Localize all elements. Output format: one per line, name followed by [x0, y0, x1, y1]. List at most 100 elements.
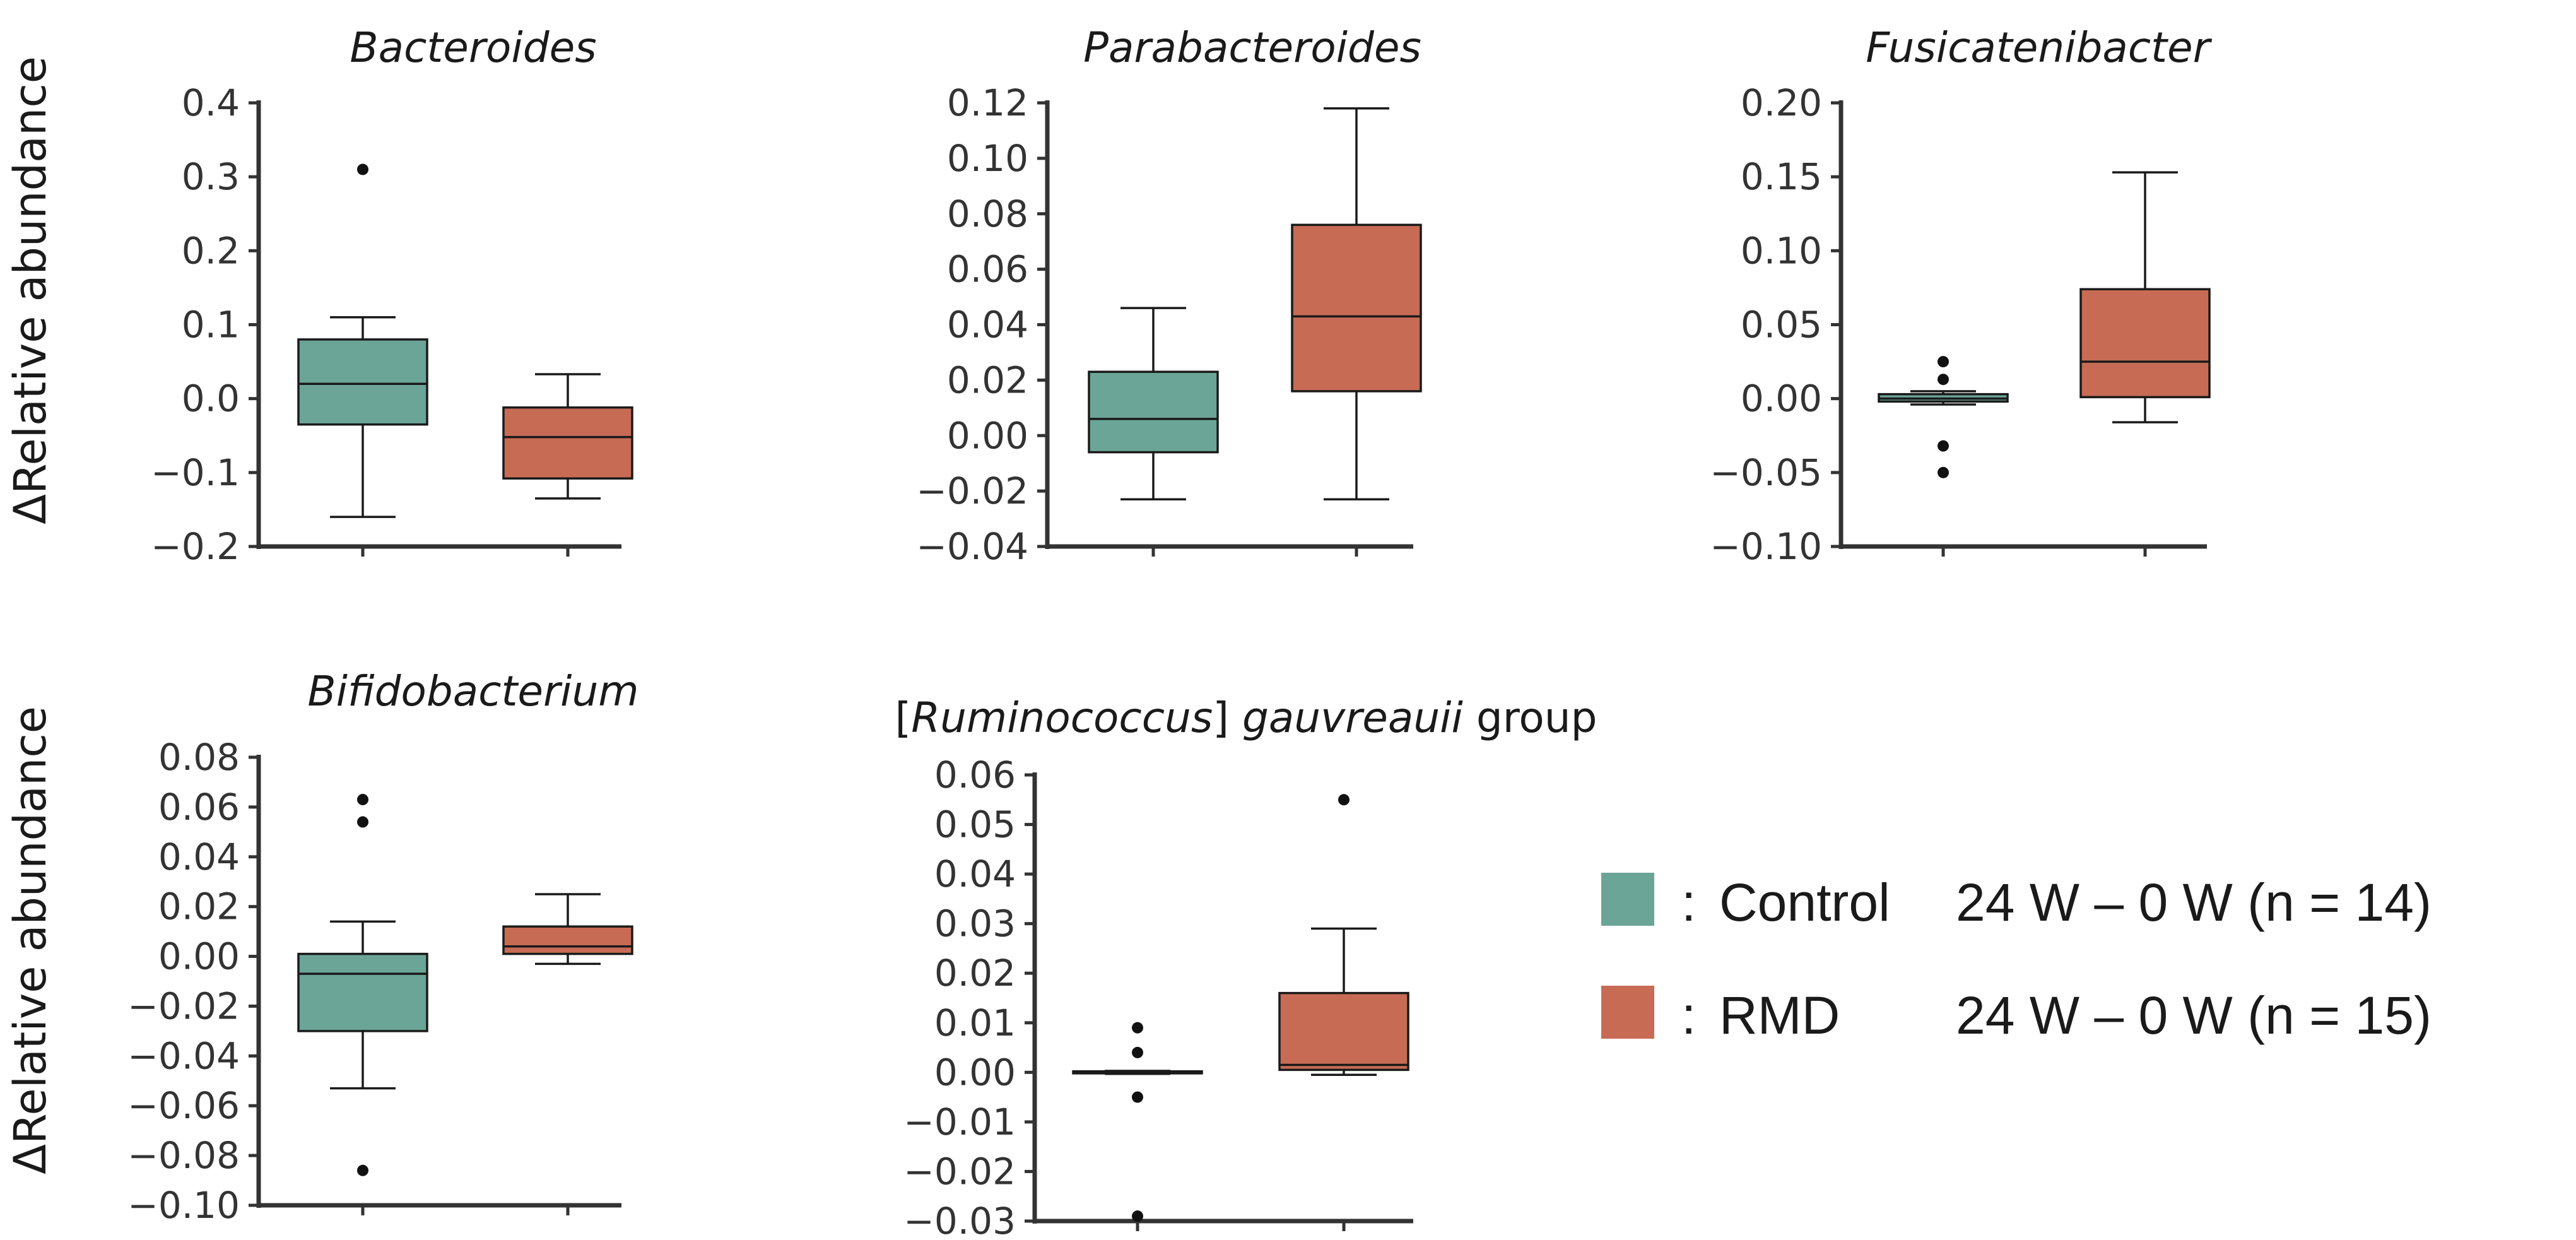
panel-title: Parabacteroides	[1083, 23, 1421, 72]
outlier-point	[357, 163, 368, 175]
panel-1: −0.2 −0.1 0.0 0.1 0.2 0.3 0.4 Bacteroides ΔRelat…	[4, 23, 633, 568]
legend-separator: :	[1681, 873, 1696, 932]
y-axis-label: ΔRelative abundance	[4, 56, 56, 524]
box-control	[1088, 307, 1219, 501]
outlier-point	[1938, 440, 1949, 452]
panel-4: −0.10 −0.08 −0.06 −0.04 −0.02 0.00 0.02 0.04 0.0…	[4, 667, 639, 1227]
box-control	[297, 794, 428, 1176]
outlier-point	[1938, 356, 1949, 368]
y-tick-label: 0.06	[158, 786, 240, 829]
outlier-point	[357, 794, 368, 806]
panel-title: Bacteroides	[350, 23, 596, 72]
outlier-point	[1132, 1091, 1143, 1103]
legend-separator: :	[1681, 986, 1696, 1045]
y-tick-label: 0.06	[947, 248, 1028, 291]
y-tick-label: 0.01	[934, 1001, 1016, 1044]
y-tick-label: 0.05	[1741, 304, 1822, 346]
box-iqr	[297, 338, 428, 426]
y-axis-label: ΔRelative abundance	[4, 706, 56, 1174]
panel-title-part: Ruminococcus	[911, 694, 1213, 742]
y-tick-label: −0.10	[1710, 525, 1822, 568]
y-tick-label: 0.03	[934, 902, 1016, 945]
outlier-point	[1132, 1210, 1143, 1222]
y-tick-label: 0.10	[947, 137, 1028, 180]
y-tick-label: 0.05	[934, 803, 1016, 846]
legend-swatch	[1601, 986, 1654, 1039]
legend-label: 24 W – 0 W (n = 15)	[1956, 986, 2432, 1045]
legend-group-label: RMD	[1719, 986, 1840, 1045]
outlier-point	[1338, 794, 1350, 806]
y-tick-label: 0.4	[182, 81, 240, 124]
y-tick-label: −0.05	[1710, 451, 1822, 494]
box-rmd	[1291, 107, 1422, 501]
y-tick-label: 0.3	[182, 155, 240, 198]
y-tick-label: 0.00	[158, 935, 240, 978]
y-tick-label: 0.15	[1741, 155, 1822, 198]
y-tick-label: −0.10	[127, 1184, 240, 1227]
legend-item-rmd: : RMD 24 W – 0 W (n = 15)	[1601, 986, 2432, 1045]
box-iqr	[502, 925, 633, 955]
y-tick-label: −0.02	[903, 1150, 1016, 1193]
y-tick-label: −0.02	[916, 469, 1028, 512]
panel-title-part: gauvreauii	[1242, 694, 1464, 742]
y-tick-label: −0.2	[151, 525, 240, 568]
legend-item-control: : Control 24 W – 0 W (n = 14)	[1601, 873, 2432, 932]
y-tick-label: 0.10	[1741, 229, 1822, 272]
outlier-point	[357, 816, 368, 828]
outlier-point	[1132, 1022, 1143, 1034]
panel-3: −0.10 −0.05 0.00 0.05 0.10 0.15 0.20 Fusicateni…	[1710, 23, 2212, 568]
y-tick-label: 0.20	[1741, 81, 1822, 124]
y-tick-label: 0.0	[182, 377, 240, 420]
box-rmd	[2079, 171, 2211, 423]
y-tick-label: 0.02	[947, 358, 1028, 401]
legend: : Control 24 W – 0 W (n = 14): RMD 24 W – 0 …	[1601, 873, 2432, 1045]
box-rmd	[502, 373, 633, 500]
panel-2: −0.04 −0.02 0.00 0.02 0.04 0.06 0.08 0.10 0.12 Pa…	[916, 23, 1422, 568]
y-tick-label: 0.12	[947, 81, 1028, 124]
y-tick-label: 0.04	[934, 853, 1016, 895]
box-iqr	[1291, 223, 1422, 393]
box-iqr	[2079, 288, 2211, 399]
box-iqr	[1088, 370, 1219, 454]
y-tick-label: 0.02	[934, 952, 1016, 995]
outlier-point	[1132, 1046, 1143, 1058]
y-tick-label: 0.04	[947, 304, 1028, 346]
y-tick-label: 0.08	[947, 192, 1028, 235]
y-tick-label: −0.08	[127, 1134, 240, 1177]
y-tick-label: 0.1	[182, 304, 240, 346]
legend-group-label: Control	[1719, 873, 1890, 932]
y-tick-label: −0.04	[127, 1034, 240, 1077]
outlier-point	[1938, 374, 1949, 386]
outlier-point	[1938, 466, 1949, 478]
box-control	[1072, 1022, 1203, 1222]
legend-swatch	[1601, 873, 1654, 926]
panel-title: Fusicatenibacter	[1866, 23, 2212, 72]
panel-title-part: ]	[1213, 694, 1242, 742]
panel-title-part: group	[1463, 694, 1597, 742]
box-rmd	[502, 893, 633, 965]
y-tick-label: 0.2	[182, 229, 240, 272]
panel-title-part: [	[895, 694, 911, 742]
y-tick-label: −0.01	[903, 1101, 1016, 1143]
y-tick-label: 0.00	[934, 1051, 1016, 1094]
y-tick-label: −0.04	[916, 525, 1028, 568]
y-tick-label: 0.00	[1741, 377, 1822, 420]
panel-title: Bifidobacterium	[307, 667, 638, 716]
legend-label: 24 W – 0 W (n = 14)	[1956, 873, 2432, 932]
outlier-point	[357, 1164, 368, 1176]
y-tick-label: 0.06	[934, 753, 1016, 796]
y-tick-label: 0.04	[158, 836, 240, 878]
y-tick-label: −0.02	[127, 984, 240, 1027]
box-control	[1878, 356, 2009, 478]
box-iqr	[502, 406, 633, 480]
box-iqr	[297, 952, 428, 1032]
box-rmd	[1278, 794, 1409, 1077]
panel-5: −0.03 −0.02 −0.01 0.00 0.01 0.02 0.03 0.04 0.05 0…	[895, 694, 1597, 1240]
box-iqr	[1278, 991, 1409, 1072]
panel-title: [Ruminococcus] gauvreauii group	[895, 694, 1597, 742]
y-tick-label: −0.1	[151, 451, 240, 494]
y-tick-label: 0.02	[158, 885, 240, 928]
y-tick-label: 0.08	[158, 736, 240, 779]
